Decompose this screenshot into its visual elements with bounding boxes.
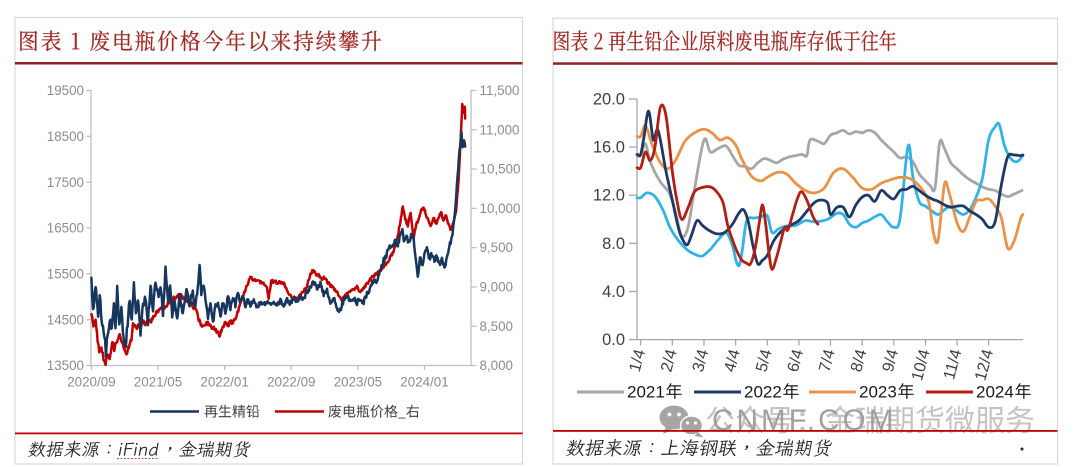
svg-text:2024/01: 2024/01 (400, 375, 448, 390)
svg-text:8,500: 8,500 (480, 319, 514, 334)
svg-text:20.0: 20.0 (593, 91, 625, 109)
svg-text:2023/05: 2023/05 (334, 375, 382, 390)
svg-text:4/4: 4/4 (721, 347, 744, 374)
svg-text:12.0: 12.0 (593, 187, 625, 205)
svg-text:13500: 13500 (47, 358, 84, 373)
svg-text:15500: 15500 (47, 266, 84, 281)
svg-text:9,500: 9,500 (480, 240, 514, 255)
svg-text:19500: 19500 (47, 83, 84, 98)
svg-text:2021/05: 2021/05 (134, 375, 182, 390)
svg-text:0.0: 0.0 (602, 331, 625, 349)
svg-text:16500: 16500 (47, 221, 84, 236)
svg-text:2023: 2023 (859, 383, 897, 402)
svg-text:18500: 18500 (47, 129, 84, 144)
svg-text:11,000: 11,000 (480, 122, 520, 137)
svg-text:2020/09: 2020/09 (67, 375, 115, 390)
svg-text:17500: 17500 (47, 175, 84, 190)
svg-text:8.0: 8.0 (602, 235, 625, 253)
svg-text:9/4: 9/4 (879, 347, 902, 374)
svg-text:2024: 2024 (976, 383, 1014, 402)
svg-text:10,000: 10,000 (480, 201, 521, 216)
svg-text:7/4: 7/4 (816, 347, 839, 374)
svg-text:CNMF.COM: CNMF.COM (712, 404, 897, 437)
svg-text:6/4: 6/4 (784, 347, 807, 374)
svg-text:5/4: 5/4 (752, 347, 775, 374)
svg-text:2022/09: 2022/09 (267, 375, 315, 390)
svg-text:2/4: 2/4 (657, 347, 680, 374)
svg-text:4.0: 4.0 (602, 283, 625, 301)
svg-text:1/4: 1/4 (626, 347, 649, 374)
svg-text:16.0: 16.0 (593, 139, 625, 157)
svg-text:14500: 14500 (47, 312, 84, 327)
svg-text:9,000: 9,000 (480, 280, 514, 295)
svg-text:10,500: 10,500 (480, 162, 521, 177)
svg-text:2022/01: 2022/01 (200, 375, 248, 390)
svg-text:8/4: 8/4 (847, 347, 870, 374)
svg-text:2022: 2022 (744, 383, 782, 402)
svg-text:8,000: 8,000 (480, 358, 514, 373)
svg-text:2021: 2021 (627, 383, 665, 402)
svg-text:3/4: 3/4 (689, 347, 712, 374)
svg-text:11,500: 11,500 (480, 83, 520, 98)
